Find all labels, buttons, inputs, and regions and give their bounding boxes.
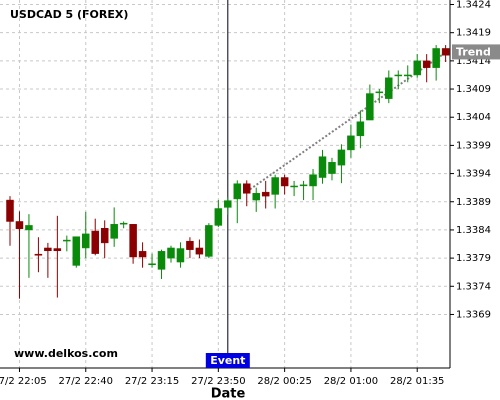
candle-body — [224, 200, 232, 208]
candle-body — [328, 162, 336, 174]
x-tick-label: 28/2 01:35 — [390, 376, 444, 387]
candle-body — [129, 224, 137, 258]
candle-body — [252, 193, 260, 201]
candle-body — [375, 91, 384, 94]
y-tick-label: 1.3414 — [456, 56, 491, 67]
candle-body — [15, 221, 24, 230]
candle-body — [394, 74, 403, 77]
x-tick-label: 27/2 23:50 — [191, 376, 245, 387]
candle-body — [34, 253, 43, 256]
candle-body — [413, 60, 421, 76]
candle-body — [309, 174, 317, 187]
y-tick-label: 1.3404 — [456, 112, 491, 123]
y-tick-label: 1.3374 — [456, 281, 491, 292]
x-tick-label: 27/2 23:15 — [125, 376, 179, 387]
grid — [0, 0, 450, 368]
candle-body — [157, 251, 166, 270]
candle-body — [91, 230, 99, 254]
candle-body — [205, 225, 213, 257]
y-tick-label: 1.3384 — [456, 225, 491, 236]
y-tick-label: 1.3369 — [456, 309, 491, 320]
chart-title: USDCAD 5 (FOREX) — [10, 8, 128, 21]
candle-body — [243, 183, 251, 194]
x-tick-label: 28/2 01:00 — [324, 376, 378, 387]
x-tick-label: 27/2 22:05 — [0, 376, 47, 387]
y-tick-label: 1.3409 — [456, 84, 491, 95]
candle-body — [299, 184, 308, 187]
y-tick-label: 1.3424 — [456, 0, 491, 11]
candle-body — [403, 74, 412, 77]
event-box — [205, 353, 250, 368]
candle-body — [53, 248, 62, 252]
x-axis-label: Date — [211, 387, 246, 400]
trend-line — [246, 51, 447, 193]
candle-body — [233, 183, 242, 200]
candle-body — [72, 236, 81, 266]
candle-body — [432, 48, 440, 68]
candle-body — [148, 263, 156, 265]
y-tick-label: 1.3399 — [456, 140, 491, 151]
candle-body — [138, 251, 147, 258]
candle-body — [82, 233, 90, 249]
watermark: www.delkos.com — [14, 347, 118, 360]
y-tick-label: 1.3394 — [456, 169, 491, 180]
candle-body — [186, 240, 194, 250]
x-tick-label: 27/2 22:40 — [59, 376, 113, 387]
candle-body — [261, 191, 270, 197]
candle-body — [6, 199, 14, 222]
candle-body — [195, 247, 204, 255]
candle-body — [366, 93, 374, 121]
candle-body — [441, 48, 450, 56]
candle-body — [337, 149, 346, 166]
candle-body — [280, 177, 289, 187]
candle-body — [25, 225, 33, 231]
candle-body — [44, 247, 52, 252]
trend-label: Trend — [456, 45, 491, 58]
candle-body — [214, 208, 223, 226]
candle-body — [290, 185, 298, 188]
candle-body — [347, 135, 355, 151]
y-tick-label: 1.3379 — [456, 253, 491, 264]
event-label: Event — [210, 354, 245, 367]
candle-body — [176, 248, 185, 263]
candle-body — [167, 247, 175, 259]
candle-body — [119, 222, 128, 225]
trend-box — [452, 44, 500, 60]
y-tick-label: 1.3419 — [456, 28, 491, 39]
candle-body — [385, 77, 393, 99]
candle-body — [271, 177, 279, 195]
candle-body — [318, 156, 327, 178]
candle-body — [110, 224, 118, 239]
candle-body — [422, 60, 431, 68]
x-tick-label: 28/2 00:25 — [257, 376, 311, 387]
candle-body — [100, 227, 109, 244]
candle-body — [63, 239, 71, 242]
candle-body — [356, 121, 365, 137]
y-tick-label: 1.3389 — [456, 197, 491, 208]
